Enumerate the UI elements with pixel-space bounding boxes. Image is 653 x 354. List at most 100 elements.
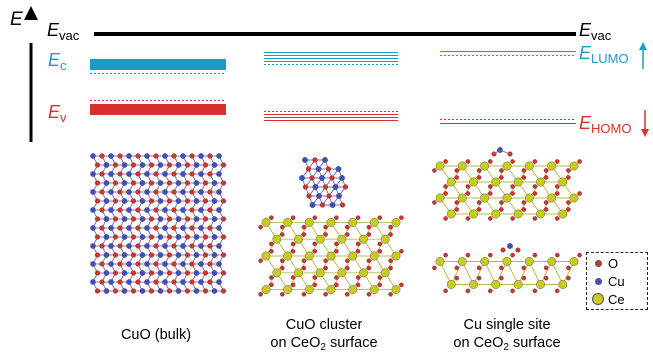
ce-atom <box>513 177 523 187</box>
o-atom <box>148 288 155 294</box>
cu-atom <box>103 216 110 222</box>
o-atom <box>566 175 571 180</box>
ce-atom <box>536 209 545 219</box>
o-atom <box>566 168 571 173</box>
legend-item-cerium: Ce <box>592 291 625 307</box>
o-atom <box>269 248 274 254</box>
ce-atom <box>502 257 512 266</box>
o-atom <box>171 171 177 177</box>
o-atom <box>166 234 173 240</box>
o-atom <box>312 248 318 254</box>
ce-atom <box>435 193 445 203</box>
ce-atom <box>294 234 303 244</box>
cu-atom <box>216 171 222 177</box>
o-atom <box>279 265 285 271</box>
o-atom <box>189 171 195 177</box>
o-atom <box>166 180 173 186</box>
cu-atom <box>322 157 328 163</box>
cu-atom <box>162 225 168 231</box>
o-atom <box>510 252 515 258</box>
cu-atom <box>315 166 322 172</box>
cu-atom <box>103 288 110 294</box>
o-atom <box>476 275 482 281</box>
o-atom <box>202 198 209 204</box>
o-atom <box>290 215 296 220</box>
o-atom <box>135 225 141 231</box>
legend-label-oxygen: O <box>608 255 619 271</box>
o-atom <box>521 175 527 180</box>
o-atom <box>135 279 141 285</box>
ce-atom <box>283 285 293 294</box>
o-atom <box>184 216 191 222</box>
o-atom <box>279 291 285 297</box>
bulk-conduction-band <box>90 59 226 70</box>
ce-atom <box>348 251 358 261</box>
o-atom <box>220 198 227 204</box>
cu-atom <box>108 225 114 231</box>
o-atom <box>99 171 105 177</box>
cu-atom <box>157 216 164 222</box>
o-atom <box>342 184 349 190</box>
o-atom <box>220 180 227 186</box>
ce-atom <box>558 177 568 187</box>
o-atom <box>130 234 137 240</box>
o-atom <box>117 225 123 231</box>
cu-atom <box>193 180 200 186</box>
o-atom <box>366 291 372 297</box>
o-atom <box>454 275 460 281</box>
ce-atom <box>536 177 545 187</box>
o-atom <box>117 153 123 159</box>
o-atom <box>432 200 437 205</box>
o-atom <box>377 248 383 254</box>
o-atom <box>153 225 159 231</box>
o-atom <box>305 166 312 172</box>
o-atom <box>399 215 404 220</box>
o-atom <box>171 261 177 267</box>
ce-atom <box>536 280 545 289</box>
cu-atom <box>180 225 186 231</box>
cluster-unoccupied-levels <box>264 52 398 65</box>
ce-atom <box>359 268 368 278</box>
oxygen-atom-icon <box>595 259 602 267</box>
cu-atom <box>90 225 96 231</box>
ce-atom <box>513 209 523 219</box>
cu-atom <box>216 243 222 249</box>
cu-atom <box>157 288 164 294</box>
o-atom <box>465 216 471 221</box>
o-atom <box>99 261 105 267</box>
ce-atom <box>272 268 282 278</box>
cu-atom <box>126 171 132 177</box>
ce-atom <box>326 251 336 261</box>
cu-atom <box>121 288 128 294</box>
ce-atom <box>446 280 456 289</box>
cu-atom <box>198 225 204 231</box>
cu-atom <box>90 207 96 213</box>
cu-atom <box>329 202 336 208</box>
o-atom <box>543 168 549 173</box>
o-atom <box>454 175 460 180</box>
cu-atom <box>139 288 146 294</box>
cu-atom <box>336 193 342 199</box>
ce-atom <box>491 280 501 289</box>
ce-atom <box>480 193 490 203</box>
o-atom <box>309 175 315 181</box>
ce-atom <box>547 161 557 171</box>
o-atom <box>99 153 105 159</box>
energy-axis-label: E <box>10 9 23 30</box>
o-atom <box>153 153 159 159</box>
cu-atom <box>162 261 168 267</box>
cuo-cluster-on-ceo2-structure <box>258 157 404 297</box>
o-atom <box>334 275 339 280</box>
cu-atom <box>103 162 110 168</box>
cu-atom <box>157 198 164 204</box>
o-atom <box>166 270 173 276</box>
o-atom <box>94 252 101 258</box>
o-atom <box>322 184 329 190</box>
o-atom <box>153 207 159 213</box>
o-atom <box>207 225 213 231</box>
o-atom <box>443 216 448 221</box>
o-atom <box>554 184 560 189</box>
cu-atom <box>144 279 150 285</box>
o-atom <box>577 252 582 258</box>
cu-atom <box>90 171 96 177</box>
